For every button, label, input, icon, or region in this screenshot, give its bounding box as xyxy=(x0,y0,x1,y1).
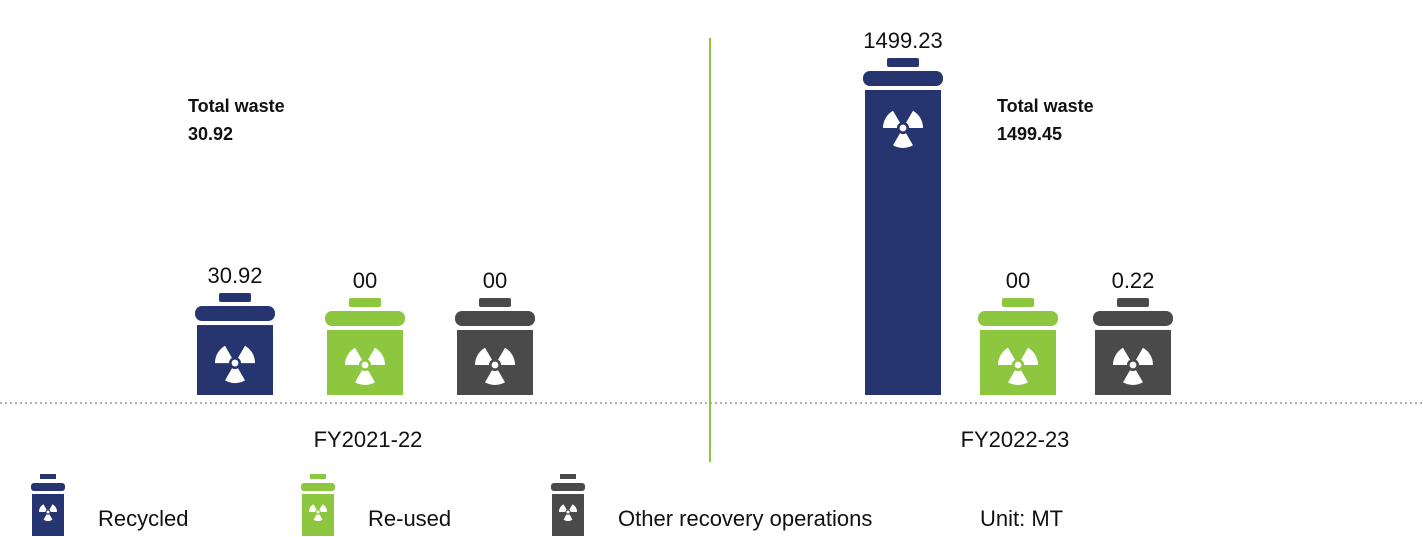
x-tick-label: FY2022-23 xyxy=(961,427,1070,452)
unit-label: Unit: MT xyxy=(980,506,1063,531)
icon-blade xyxy=(345,347,362,365)
value-label: 00 xyxy=(1006,268,1030,293)
legend-lid xyxy=(301,483,335,491)
icon-blade xyxy=(38,504,47,512)
bin-lid xyxy=(455,311,535,326)
icon-blade xyxy=(1008,370,1028,385)
bin xyxy=(195,293,275,395)
bin xyxy=(325,298,405,395)
icon-blade xyxy=(368,347,385,365)
icon-blade xyxy=(998,347,1015,365)
icon-center xyxy=(491,361,499,369)
annotation-value: 30.92 xyxy=(188,124,233,144)
legend-icon xyxy=(301,474,335,536)
value-label: 00 xyxy=(353,268,377,293)
icon-blade xyxy=(883,110,900,128)
icon-blade xyxy=(563,514,573,522)
legend-label: Recycled xyxy=(98,506,188,531)
bin-handle xyxy=(349,298,381,307)
icon-blade xyxy=(355,370,375,385)
value-label: 30.92 xyxy=(207,263,262,288)
value-label: 1499.23 xyxy=(863,28,943,53)
legend-handle xyxy=(560,474,576,479)
bin-handle xyxy=(219,293,251,303)
icon-center xyxy=(1014,361,1022,369)
bin-handle xyxy=(1002,298,1034,307)
icon-blade xyxy=(559,504,567,512)
icon-blade xyxy=(1113,347,1130,365)
icon-center xyxy=(316,510,320,514)
icon-center xyxy=(566,510,570,514)
value-label: 00 xyxy=(483,268,507,293)
legend-handle xyxy=(310,474,326,479)
bin-handle xyxy=(887,58,919,67)
bin xyxy=(863,58,943,395)
value-label: 0.22 xyxy=(1112,268,1155,293)
icon-center xyxy=(231,359,239,367)
legend-icon xyxy=(31,474,65,536)
icon-blade xyxy=(1021,347,1038,365)
icon-blade xyxy=(485,370,505,385)
icon-blade xyxy=(498,347,515,365)
bin-lid xyxy=(195,306,275,322)
bin xyxy=(1093,297,1173,395)
icon-blade xyxy=(1136,347,1153,365)
legend-lid xyxy=(551,483,585,491)
bin-lid xyxy=(978,311,1058,326)
bin-handle xyxy=(479,298,511,307)
icon-blade xyxy=(319,504,327,512)
bin-lid xyxy=(863,71,943,86)
icon-blade xyxy=(569,504,577,512)
bin-lid xyxy=(325,311,405,326)
legend-handle xyxy=(40,474,56,479)
x-tick-label: FY2021-22 xyxy=(314,427,423,452)
annotation-value: 1499.45 xyxy=(997,124,1062,144)
icon-blade xyxy=(893,133,913,148)
icon-blade xyxy=(1123,370,1143,385)
icon-blade xyxy=(309,504,317,512)
icon-blade xyxy=(225,368,245,384)
bin-handle xyxy=(1117,297,1149,307)
icon-center xyxy=(899,124,907,132)
icon-center xyxy=(1129,361,1137,369)
bin xyxy=(455,298,535,395)
icon-blade xyxy=(238,345,256,364)
annotation-label: Total waste xyxy=(997,96,1094,116)
icon-blade xyxy=(475,347,492,365)
legend-icon xyxy=(551,474,585,536)
bin xyxy=(978,298,1058,395)
legend-label: Re-used xyxy=(368,506,451,531)
bin-lid xyxy=(1093,310,1173,326)
icon-blade xyxy=(49,504,57,512)
icon-center xyxy=(361,361,369,369)
icon-blade xyxy=(313,514,323,522)
icon-blade xyxy=(43,514,53,522)
icon-center xyxy=(46,510,50,514)
legend-label: Other recovery operations xyxy=(618,506,872,531)
annotation-label: Total waste xyxy=(188,96,285,116)
legend-lid xyxy=(31,483,65,491)
icon-blade xyxy=(906,110,923,128)
icon-blade xyxy=(214,345,232,364)
